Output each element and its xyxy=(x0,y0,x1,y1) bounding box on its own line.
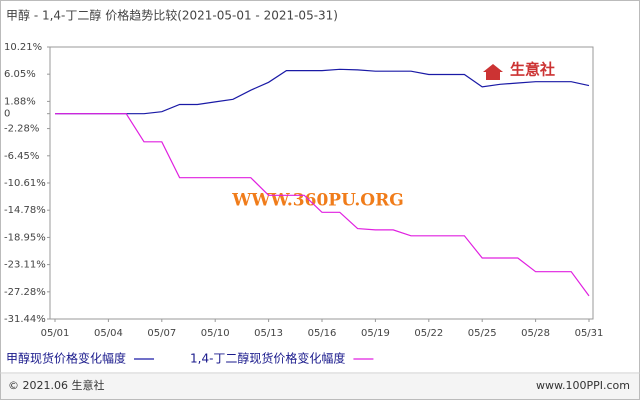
x-tick-label: 05/16 xyxy=(308,328,337,339)
logo-text: 生意社 xyxy=(510,61,555,79)
y-tick-label: -6.45% xyxy=(4,151,39,162)
footer xyxy=(1,374,639,399)
y-tick-label: -18.95% xyxy=(4,232,46,243)
y-tick-label: 1.88% xyxy=(4,96,36,107)
x-tick-label: 05/25 xyxy=(468,328,497,339)
y-tick-label: -10.61% xyxy=(4,178,46,189)
x-tick-label: 05/19 xyxy=(361,328,390,339)
y-tick-label: -27.28% xyxy=(4,287,46,298)
legend-label: 1,4-丁二醇现货价格变化幅度 xyxy=(190,351,345,366)
logo-icon xyxy=(483,64,503,72)
x-tick-label: 05/13 xyxy=(254,328,283,339)
logo: 生意社 xyxy=(483,61,555,80)
series-line xyxy=(55,68,590,115)
x-tick-label: 05/01 xyxy=(41,328,70,339)
x-tick-label: 05/04 xyxy=(94,328,123,339)
series-line xyxy=(55,113,590,297)
footer-right: www.100PPI.com xyxy=(536,379,630,392)
y-tick-label: 0 xyxy=(4,109,10,120)
y-tick-label: -14.78% xyxy=(4,205,46,216)
x-tick-label: 05/28 xyxy=(521,328,550,339)
y-tick-label: 6.05% xyxy=(4,69,36,80)
y-tick-label: -31.44% xyxy=(4,314,46,325)
x-tick-label: 05/31 xyxy=(575,328,604,339)
x-tick-label: 05/07 xyxy=(147,328,176,339)
x-tick-label: 05/10 xyxy=(201,328,230,339)
logo-icon xyxy=(486,72,500,80)
y-tick-label: -2.28% xyxy=(4,124,39,135)
x-tick-label: 05/22 xyxy=(414,328,443,339)
chart-title: 甲醇 - 1,4-丁二醇 价格趋势比较(2021-05-01 - 2021-05… xyxy=(6,8,338,23)
y-tick-label: 10.21% xyxy=(4,42,42,53)
legend-label: 甲醇现货价格变化幅度 xyxy=(6,351,126,366)
footer-left: © 2021.06 生意社 xyxy=(8,378,104,392)
y-tick-label: -23.11% xyxy=(4,260,46,271)
